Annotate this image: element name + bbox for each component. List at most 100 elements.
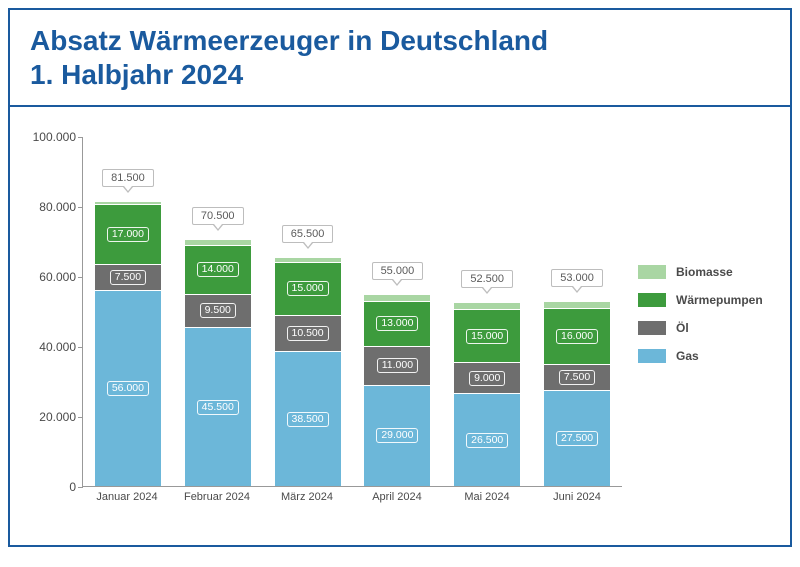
x-axis-label: Februar 2024 — [172, 491, 262, 503]
y-axis-label: 40.000 — [39, 340, 76, 354]
legend-swatch — [638, 349, 666, 363]
legend-swatch — [638, 293, 666, 307]
legend-swatch — [638, 265, 666, 279]
bar-segment-label: 11.000 — [377, 358, 418, 373]
bar-segment-oil: 7.500 — [95, 264, 161, 290]
bar-segment-label: 26.500 — [466, 433, 508, 448]
y-axis-tick — [78, 137, 83, 138]
legend-label: Biomasse — [676, 265, 733, 279]
bar-segment-gas: 27.500 — [544, 390, 610, 486]
total-flag: 70.500 — [192, 207, 244, 225]
total-flag: 81.500 — [102, 169, 154, 187]
y-axis-tick — [78, 277, 83, 278]
y-axis-tick — [78, 347, 83, 348]
legend-label: Wärmepumpen — [676, 293, 763, 307]
bar-slot: 52.50026.5009.00015.000 — [442, 302, 532, 486]
legend-item-bio: Biomasse — [638, 265, 780, 279]
bar-slot: 65.50038.50010.50015.000 — [263, 257, 353, 486]
bar-segment-label: 15.000 — [466, 329, 508, 344]
bar-segment-label: 10.500 — [287, 326, 329, 341]
bar-segment-oil: 10.500 — [275, 315, 341, 352]
bar-segment-label: 16.000 — [556, 329, 598, 344]
y-axis-tick — [78, 487, 83, 488]
y-axis-tick — [78, 207, 83, 208]
legend-item-hp: Wärmepumpen — [638, 293, 780, 307]
bar-stack: 26.500 9.000 15.000 — [454, 302, 520, 486]
bar-segment-hp: 13.000 — [364, 301, 430, 347]
title-line-2: 1. Halbjahr 2024 — [30, 59, 243, 90]
bar-segment-hp: 17.000 — [95, 204, 161, 264]
bar-segment-label: 15.000 — [287, 281, 329, 296]
y-axis-label: 20.000 — [39, 410, 76, 424]
chart-area: 020.00040.00060.00080.000100.000 81.5005… — [20, 125, 630, 535]
legend-label: Gas — [676, 349, 699, 363]
title-line-1: Absatz Wärmeerzeuger in Deutschland — [30, 25, 548, 56]
y-axis-label: 60.000 — [39, 270, 76, 284]
total-flag-pointer — [303, 243, 313, 249]
bar-segment-hp: 15.000 — [454, 309, 520, 362]
total-flag-pointer — [572, 287, 582, 293]
x-axis-label: Juni 2024 — [532, 491, 622, 503]
bar-segment-label: 14.000 — [197, 262, 239, 277]
bar-segment-oil: 9.000 — [454, 362, 520, 394]
total-flag: 52.500 — [461, 270, 513, 288]
bar-segment-gas: 26.500 — [454, 393, 520, 486]
bar-segment-hp: 15.000 — [275, 262, 341, 315]
bar-segment-label: 27.500 — [556, 431, 598, 446]
bar-segment-label: 56.000 — [107, 381, 149, 396]
bar-segment-label: 9.000 — [469, 371, 505, 386]
total-flag-pointer — [213, 225, 223, 231]
bar-segment-oil: 7.500 — [544, 364, 610, 390]
bar-slot: 53.00027.5007.50016.000 — [532, 301, 622, 487]
x-axis-label: Mai 2024 — [442, 491, 532, 503]
y-axis-label: 100.000 — [33, 130, 76, 144]
bar-segment-oil: 9.500 — [185, 294, 251, 327]
legend-item-gas: Gas — [638, 349, 780, 363]
bar-segment-label: 38.500 — [287, 412, 329, 427]
bar-segment-gas: 45.500 — [185, 327, 251, 486]
bar-segment-hp: 16.000 — [544, 308, 610, 364]
bar-segment-label: 13.000 — [376, 316, 418, 331]
chart-header: Absatz Wärmeerzeuger in Deutschland 1. H… — [10, 10, 790, 107]
total-flag: 53.000 — [551, 269, 603, 287]
bar-slot: 70.50045.5009.50014.000 — [173, 239, 263, 486]
bar-slot: 81.50056.0007.50017.000 — [83, 201, 173, 486]
y-axis-labels: 020.00040.00060.00080.000100.000 — [20, 137, 82, 487]
x-axis-label: März 2024 — [262, 491, 352, 503]
chart-title: Absatz Wärmeerzeuger in Deutschland 1. H… — [30, 24, 770, 91]
bar-segment-bio — [364, 294, 430, 301]
bar-segment-label: 17.000 — [107, 227, 149, 242]
bar-segment-label: 29.000 — [376, 428, 418, 443]
chart-content: 020.00040.00060.00080.000100.000 81.5005… — [10, 107, 790, 545]
bar-segment-gas: 29.000 — [364, 385, 430, 487]
legend-swatch — [638, 321, 666, 335]
bar-segment-gas: 56.000 — [95, 290, 161, 486]
bar-segment-label: 9.500 — [200, 303, 236, 318]
x-axis-label: Januar 2024 — [82, 491, 172, 503]
legend-item-oil: Öl — [638, 321, 780, 335]
total-flag: 55.000 — [372, 262, 424, 280]
bar-segment-gas: 38.500 — [275, 351, 341, 486]
bar-stack: 45.500 9.500 14.000 — [185, 239, 251, 486]
bar-slot: 55.00029.00011.00013.000 — [352, 294, 442, 487]
total-flag: 65.500 — [282, 225, 334, 243]
bar-segment-hp: 14.000 — [185, 245, 251, 294]
y-axis-tick — [78, 417, 83, 418]
bar-stack: 27.500 7.500 16.000 — [544, 301, 610, 487]
bar-segment-label: 7.500 — [110, 270, 146, 285]
bar-stack: 29.000 11.000 13.000 — [364, 294, 430, 487]
legend-label: Öl — [676, 321, 689, 335]
bar-segment-label: 7.500 — [559, 370, 595, 385]
bar-segment-label: 45.500 — [197, 400, 239, 415]
total-flag-pointer — [482, 288, 492, 294]
y-axis-label: 80.000 — [39, 200, 76, 214]
bar-segment-oil: 11.000 — [364, 346, 430, 385]
x-axis-label: April 2024 — [352, 491, 442, 503]
total-flag-pointer — [392, 280, 402, 286]
chart-frame: Absatz Wärmeerzeuger in Deutschland 1. H… — [8, 8, 792, 547]
bars-container: 81.500 56.000 7.500 17.000 70.500 45.500 9.500… — [83, 137, 622, 486]
legend: Biomasse Wärmepumpen Öl Gas — [630, 125, 780, 535]
bar-stack: 38.500 10.500 15.000 — [275, 257, 341, 486]
bar-segment-bio — [454, 302, 520, 309]
total-flag-pointer — [123, 187, 133, 193]
